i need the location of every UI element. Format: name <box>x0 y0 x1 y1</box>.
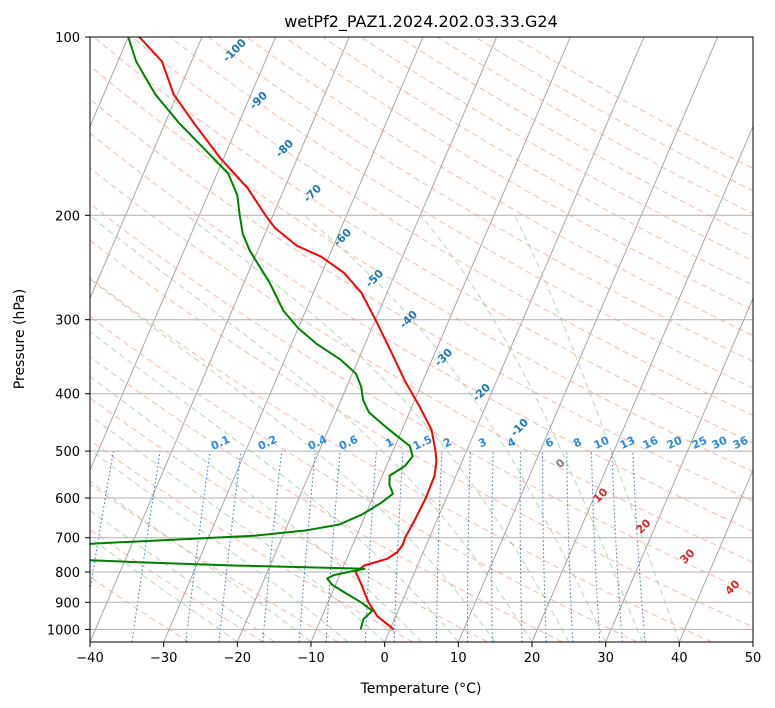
isotherm-line <box>90 37 203 300</box>
isotherm-line <box>457 37 719 642</box>
dry-adiabat-line <box>90 529 264 642</box>
dry-adiabat-line <box>90 167 753 563</box>
y-axis-label: Pressure (hPa) <box>12 289 28 389</box>
series-lines <box>90 37 438 631</box>
isotherm-line <box>384 37 645 642</box>
moist-adiabat-line <box>303 214 607 642</box>
y-tick-label: 300 <box>55 314 80 329</box>
dry-adiabat-line <box>90 132 753 532</box>
moist-adiabat-line <box>90 480 312 642</box>
dry-adiabat-line <box>90 483 339 642</box>
dry-adiabat-line <box>90 98 753 502</box>
y-tick-label: 700 <box>55 532 80 547</box>
isotherm-line <box>236 37 498 642</box>
mixing-ratio-label: 13 <box>618 434 637 452</box>
chart-title: wetPf2_PAZ1.2024.202.03.33.G24 <box>284 12 558 32</box>
mixing-ratio-line <box>298 451 316 642</box>
moist-adiabat-line <box>186 214 570 642</box>
x-axis: −40 −30 −20 −10 0 10 20 30 40 50 <box>76 642 761 666</box>
dry-adiabat-line <box>90 203 753 595</box>
isotherm-line <box>163 37 424 642</box>
mixing-ratio-line <box>262 451 283 642</box>
y-tick-label: 500 <box>55 445 80 460</box>
x-tick-label: −30 <box>150 651 177 666</box>
mixing-ratio-label: 16 <box>641 434 661 452</box>
dry-adiabat-line <box>131 37 753 416</box>
dry-adiabat-line <box>284 37 753 311</box>
dry-adiabat-line <box>90 239 753 628</box>
mixing-ratio-line <box>218 451 242 642</box>
isotherm-line <box>531 125 753 642</box>
x-tick-label: 20 <box>524 651 541 666</box>
mixing-ratio-label: 36 <box>731 434 751 452</box>
y-tick-label: 800 <box>55 566 80 581</box>
dry-adiabat-line <box>169 37 753 389</box>
dry-adiabat-line <box>90 277 712 642</box>
y-tick-label: 200 <box>55 209 80 224</box>
x-tick-label: 0 <box>381 651 389 666</box>
x-tick-label: −20 <box>224 651 251 666</box>
mixing-ratio-line <box>185 451 211 642</box>
moist-adiabat-line <box>90 375 422 642</box>
x-tick-label: 10 <box>450 651 467 666</box>
mixing-ratio-line <box>131 451 161 642</box>
moist-adiabat-line <box>420 214 643 642</box>
moist-adiabat-line <box>90 537 238 642</box>
x-tick-label: 40 <box>671 651 688 666</box>
isotherm-line <box>678 468 753 642</box>
mixing-ratio-label: 30 <box>710 434 730 452</box>
plot-frame <box>89 36 754 643</box>
y-tick-label: 400 <box>55 388 80 403</box>
background-lines <box>90 37 753 642</box>
y-tick-label: 900 <box>55 596 80 611</box>
x-tick-label: −10 <box>297 651 324 666</box>
isotherm-line <box>90 37 277 472</box>
moist-adiabat-line <box>514 215 680 642</box>
moist-adiabat-line <box>90 449 349 642</box>
dry-adiabat-line <box>90 356 563 642</box>
isotherm-line <box>605 297 753 642</box>
moist-adiabat-line <box>90 214 533 642</box>
plot-area <box>90 37 753 642</box>
y-tick-label: 600 <box>55 492 80 507</box>
y-tick-label: 1000 <box>47 623 80 638</box>
x-tick-label: −40 <box>76 651 103 666</box>
dewpoint-profile-line <box>90 37 414 630</box>
moist-adiabat-line <box>90 278 496 642</box>
mixing-ratio-label: 10 <box>592 434 612 452</box>
moist-adiabat-line <box>90 414 386 642</box>
x-tick-label: 50 <box>745 651 762 666</box>
y-tick-label: 100 <box>55 31 80 46</box>
x-tick-label: 30 <box>597 651 614 666</box>
x-axis-label: Temperature (°C) <box>360 681 482 697</box>
dry-adiabat-line <box>90 316 638 642</box>
mixing-ratio-label: 25 <box>690 434 709 452</box>
y-axis: 100 200 300 400 500 600 700 800 900 1000 <box>47 31 90 638</box>
dry-adiabat-line <box>246 37 753 337</box>
mixing-ratio-label: 20 <box>665 434 685 452</box>
